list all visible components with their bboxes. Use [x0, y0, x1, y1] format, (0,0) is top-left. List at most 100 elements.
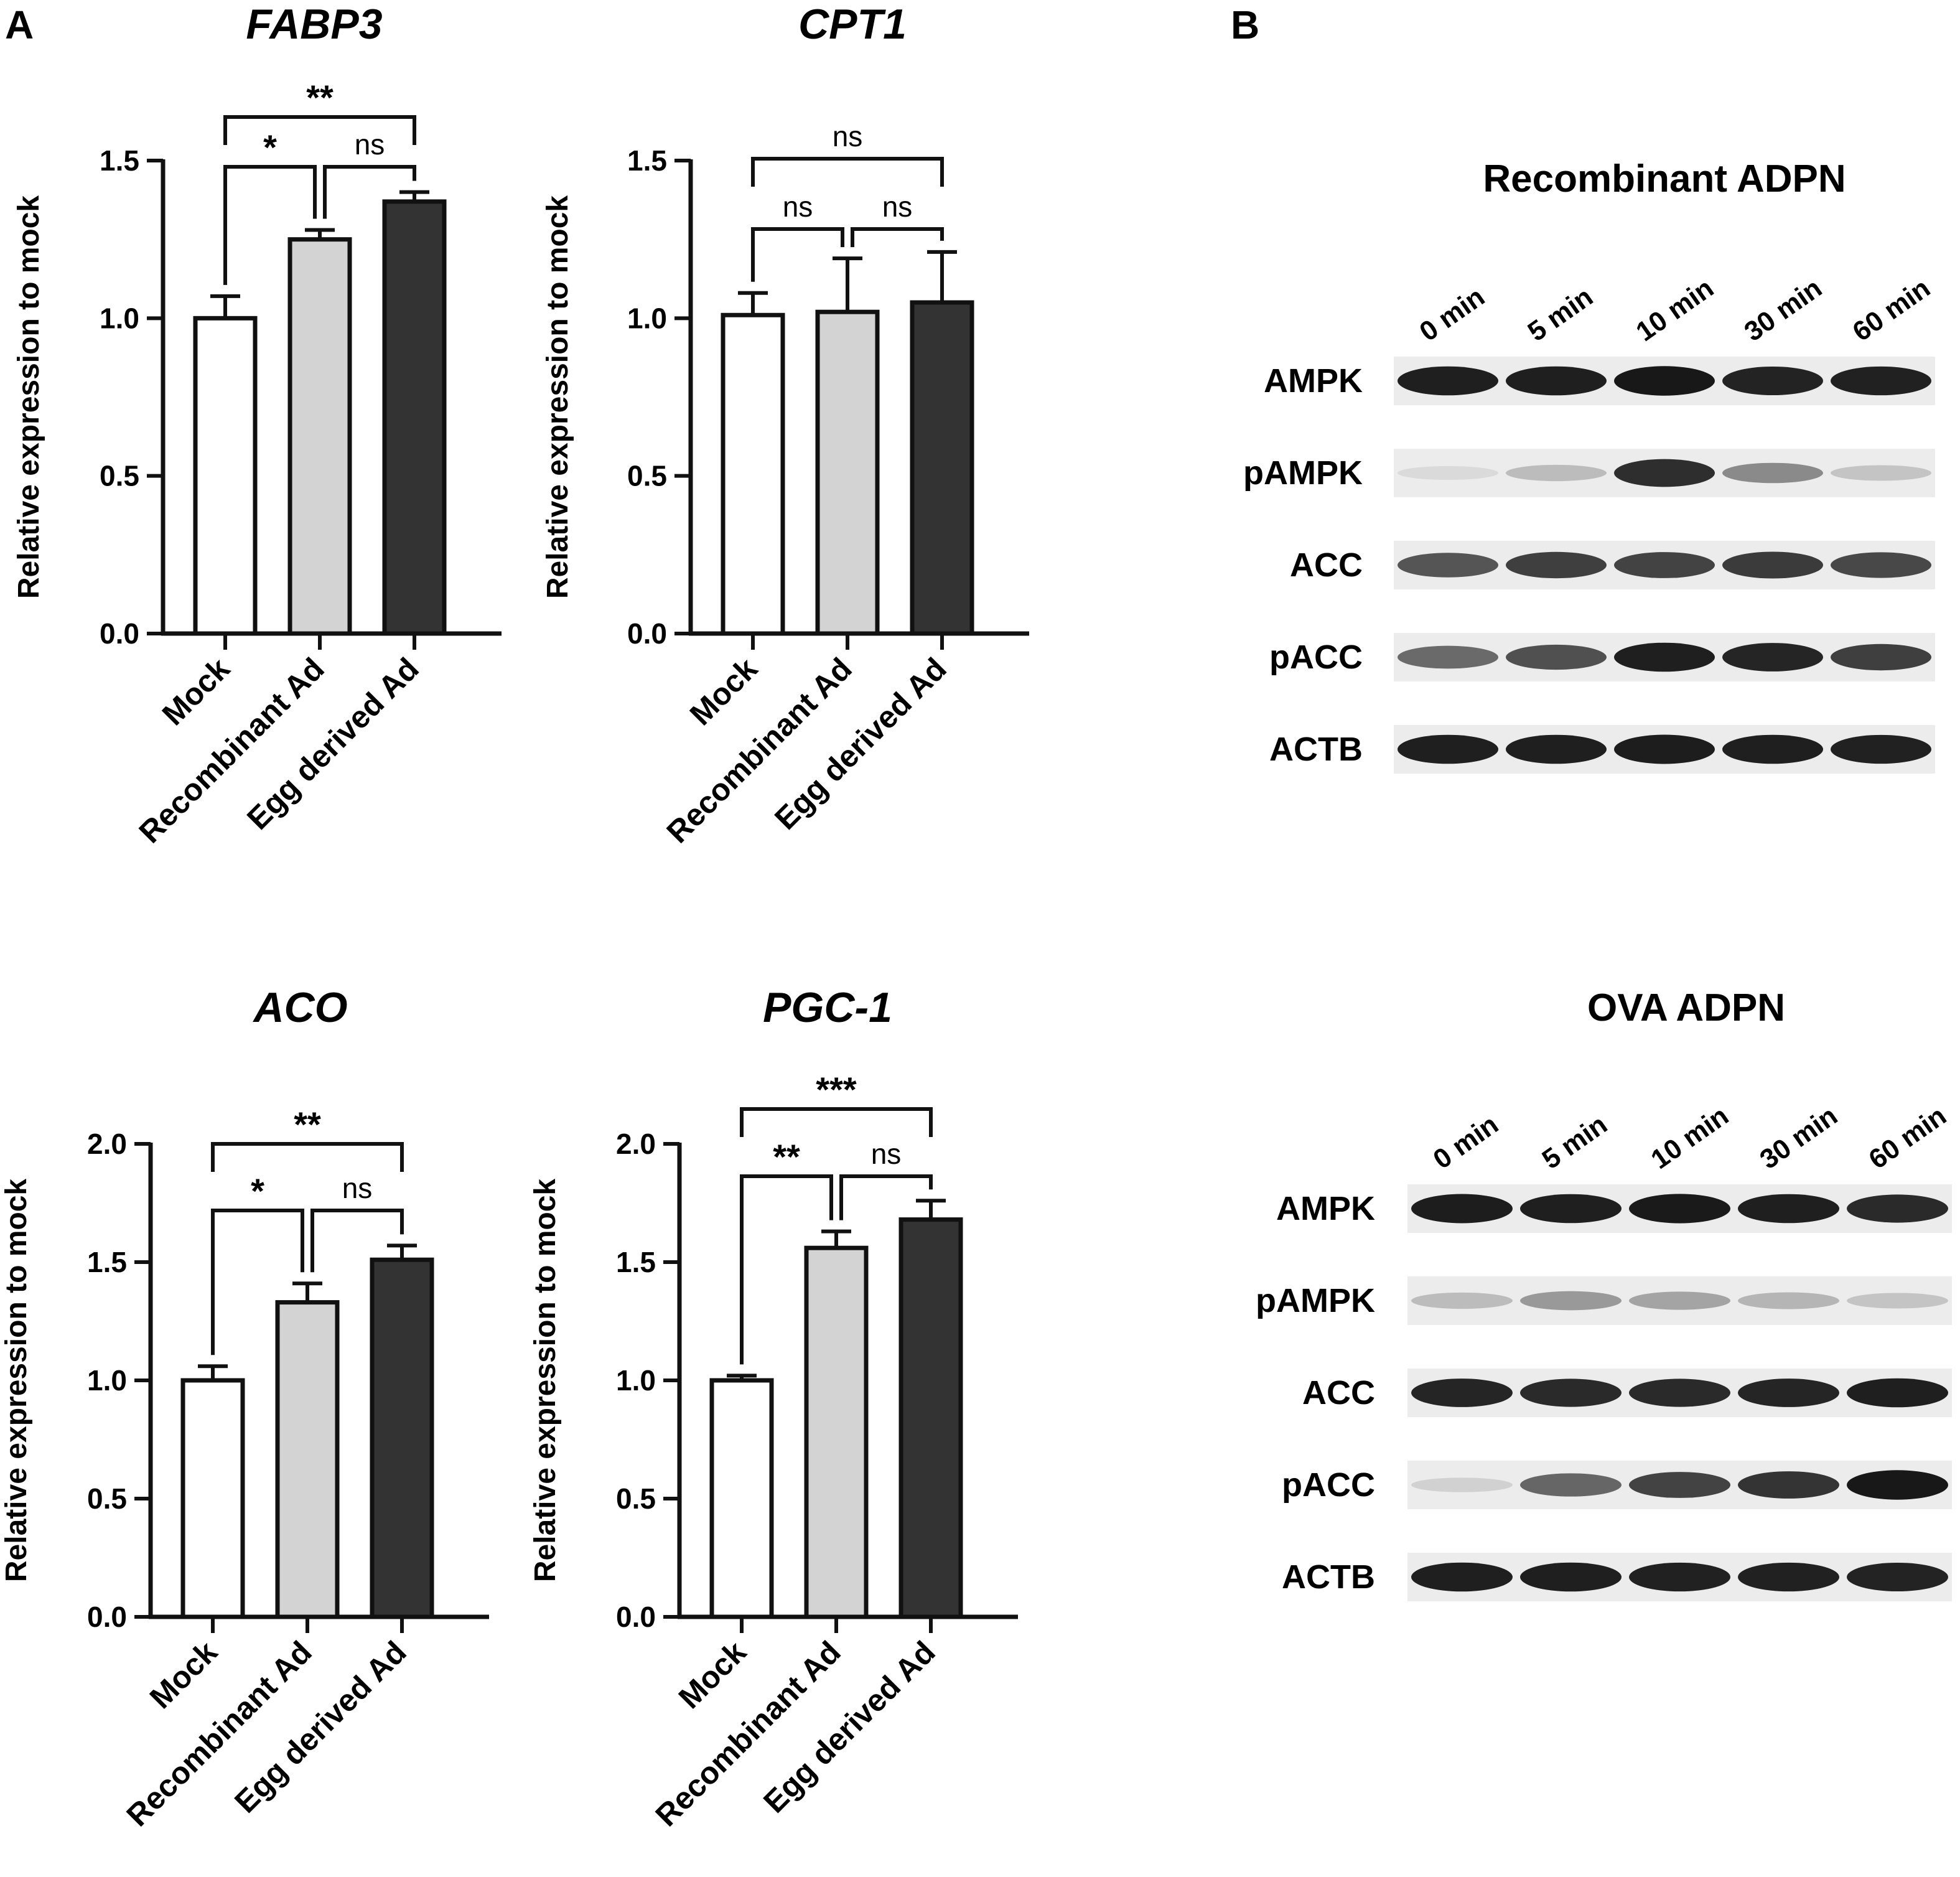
blot-band: [1506, 551, 1607, 579]
blot-band: [1831, 734, 1931, 764]
bar-chart-aco: ACO Relative expression to mock 0.0 0.5 1.0 1…: [0, 984, 489, 1833]
blot-band: [1506, 464, 1607, 482]
blot-band: [1847, 1293, 1948, 1309]
y-axis-label: Relative expression to mock: [541, 195, 574, 599]
chart-title: FABP3: [246, 1, 382, 48]
blot-band: [1722, 366, 1823, 396]
blot-row-label: ACC: [1302, 1374, 1375, 1411]
lane-label: 30 min: [1755, 1100, 1843, 1175]
significance-bracket: [740, 1174, 833, 1365]
blot-band: [1847, 1562, 1948, 1592]
significance-label: ns: [871, 1138, 902, 1170]
significance-bracket: [211, 1209, 304, 1355]
y-tick-label: 0.0: [100, 617, 139, 650]
blot-band: [1722, 462, 1823, 484]
y-tick-label: 2.0: [87, 1128, 127, 1160]
bar: [709, 1378, 774, 1619]
blot-band: [1411, 1292, 1513, 1309]
blot-band: [1520, 1378, 1622, 1407]
x-tick-label: Mock: [156, 651, 236, 732]
bar-charts-group: FABP3 Relative expression to mock 0.0 0.5 1.…: [0, 1, 1029, 1833]
blot-band: [1398, 466, 1498, 480]
lane-label: 60 min: [1847, 273, 1936, 347]
bar: [721, 312, 785, 636]
blot-row-label: AMPK: [1276, 1190, 1375, 1227]
x-tick-label: Egg derived Ad: [757, 1634, 942, 1820]
panel-label-a: A: [5, 2, 34, 47]
y-tick-label: 1.0: [87, 1364, 127, 1397]
significance-bracket: [323, 165, 416, 219]
significance-label: ns: [783, 190, 813, 223]
blot-band: [1520, 1473, 1622, 1497]
bar-chart-cpt1: CPT1 Relative expression to mock 0.0 0.5 1.0…: [541, 1, 1029, 850]
blot-band: [1629, 1472, 1730, 1498]
y-tick-label: 0.0: [627, 617, 667, 650]
significance-bracket: [223, 165, 317, 285]
blot-band: [1506, 734, 1607, 764]
y-tick-label: 0.5: [100, 460, 139, 492]
lane-label: 5 min: [1523, 281, 1598, 347]
blot-row-label: AMPK: [1264, 362, 1363, 400]
x-tick-label: Mock: [683, 651, 764, 732]
lane-label: 10 min: [1646, 1100, 1734, 1175]
bar-chart-pgc-1: PGC-1 Relative expression to mock 0.0 0.5 1.…: [529, 984, 1018, 1833]
blot-band: [1506, 644, 1607, 670]
lane-label: 30 min: [1739, 273, 1827, 347]
blot-band: [1614, 734, 1715, 764]
x-tick-label: Mock: [143, 1634, 224, 1715]
blot-band: [1614, 642, 1715, 672]
blot-band: [1398, 645, 1498, 669]
y-tick-label: 1.5: [87, 1246, 127, 1278]
significance-label: *: [251, 1171, 264, 1210]
y-tick-label: 0.5: [616, 1482, 656, 1515]
y-tick-label: 2.0: [616, 1128, 656, 1160]
blot-band: [1398, 366, 1498, 396]
significance-label: ***: [816, 1070, 857, 1109]
significance-bracket: [851, 227, 944, 248]
significance-label: **: [294, 1105, 321, 1144]
y-tick-label: 1.5: [616, 1246, 656, 1278]
blot-band: [1411, 1378, 1513, 1407]
blot-band: [1411, 1194, 1513, 1224]
blot-band: [1629, 1378, 1730, 1407]
significance-bracket: [310, 1209, 404, 1273]
y-tick-label: 0.5: [87, 1482, 127, 1515]
lane-label: 10 min: [1631, 273, 1719, 347]
western-blot-panel: Recombinant ADPN 0 min 5 min 10 min 30 min 60…: [1243, 157, 1936, 774]
y-tick-label: 1.0: [616, 1364, 656, 1397]
chart-title: CPT1: [798, 1, 907, 48]
blot-band: [1738, 1471, 1839, 1499]
y-tick-label: 1.0: [627, 302, 667, 334]
blot-band: [1847, 1470, 1948, 1500]
lane-label: 0 min: [1428, 1109, 1504, 1175]
significance-bracket: [839, 1174, 933, 1220]
x-tick-label: Mock: [672, 1634, 753, 1715]
significance-bracket: [740, 1107, 933, 1137]
bar: [275, 1300, 340, 1619]
significance-bracket: [211, 1142, 404, 1172]
blot-band: [1831, 644, 1931, 671]
y-axis-label: Relative expression to mock: [12, 195, 45, 599]
y-axis-label: Relative expression to mock: [0, 1179, 33, 1583]
blot-band: [1629, 1194, 1730, 1224]
y-tick-label: 0.0: [616, 1601, 656, 1633]
significance-bracket: [751, 157, 944, 187]
blot-band: [1738, 1194, 1839, 1224]
x-tick-label: Egg derived Ad: [768, 651, 953, 836]
bar-chart-fabp3: FABP3 Relative expression to mock 0.0 0.5 1.…: [12, 1, 502, 850]
blot-band: [1738, 1292, 1839, 1309]
blot-band: [1520, 1291, 1622, 1311]
blot-band: [1722, 734, 1823, 764]
bar: [193, 316, 258, 636]
y-tick-label: 1.0: [100, 302, 139, 334]
blot-row-label: ACTB: [1282, 1558, 1375, 1596]
lane-label: 60 min: [1864, 1100, 1952, 1175]
bar: [287, 237, 352, 636]
significance-label: **: [773, 1137, 800, 1176]
significance-label: ns: [882, 190, 913, 223]
x-tick-label: Egg derived Ad: [228, 1634, 413, 1820]
blot-row-label: pAMPK: [1243, 454, 1363, 492]
x-tick-label: Egg derived Ad: [240, 651, 426, 836]
western-blot-panel: OVA ADPN 0 min 5 min 10 min 30 min 60 min AMPK…: [1256, 986, 1952, 1601]
